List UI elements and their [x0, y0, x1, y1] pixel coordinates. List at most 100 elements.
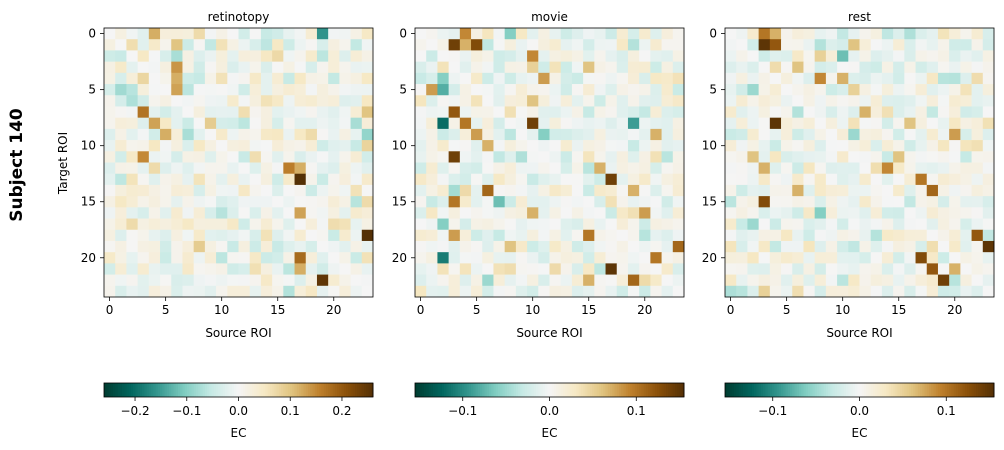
- colorbar-segment: [657, 383, 660, 397]
- heatmap-cell: [937, 140, 950, 152]
- heatmap-cell: [527, 196, 539, 208]
- heatmap-cell: [350, 117, 363, 130]
- heatmap-cell: [639, 117, 651, 130]
- heatmap-cell: [361, 229, 374, 242]
- heatmap-cell: [493, 84, 506, 96]
- heatmap-cell: [316, 61, 329, 74]
- heatmap-cell: [870, 50, 883, 63]
- heatmap-cell: [238, 218, 251, 231]
- heatmap-cell: [305, 140, 318, 152]
- heatmap-rest: [724, 27, 995, 298]
- heatmap-cell: [937, 196, 950, 208]
- heatmap-cell: [193, 274, 206, 287]
- heatmap-cell: [493, 39, 506, 51]
- heatmap-cell: [126, 207, 139, 219]
- heatmap-cell: [571, 218, 584, 231]
- heatmap-cell: [493, 117, 506, 130]
- heatmap-cell: [881, 106, 894, 119]
- heatmap-cell: [661, 50, 674, 63]
- heatmap-cell: [448, 61, 461, 74]
- colorbar-segment: [247, 383, 251, 397]
- heatmap-cell: [915, 196, 928, 208]
- heatmap-cell: [316, 50, 329, 63]
- heatmap-cell: [560, 229, 573, 242]
- heatmap-cell: [216, 151, 228, 163]
- heatmap-cell: [769, 218, 782, 231]
- heatmap-cell: [426, 28, 438, 40]
- heatmap-cell: [538, 252, 550, 264]
- colorbar-segment: [334, 383, 338, 397]
- heatmap-cell: [238, 61, 251, 74]
- colorbar-segment: [484, 383, 488, 397]
- heatmap-cell: [769, 274, 782, 287]
- heatmap-cell: [493, 72, 506, 85]
- heatmap-cell: [926, 173, 939, 186]
- heatmap-cell: [482, 285, 494, 298]
- heatmap-cell: [803, 151, 816, 163]
- colorbar-segment: [310, 383, 313, 397]
- heatmap-cell: [881, 184, 894, 197]
- heatmap-cell: [769, 184, 782, 197]
- heatmap-cell: [616, 162, 629, 175]
- heatmap-cell: [328, 285, 340, 298]
- heatmap-cell: [504, 263, 517, 275]
- colorbar-segment: [218, 383, 222, 397]
- colorbar-segment: [251, 383, 255, 397]
- heatmap-cell: [937, 128, 950, 141]
- heatmap-cell: [160, 128, 172, 141]
- heatmap-cell: [193, 140, 206, 152]
- heatmap-cell: [283, 162, 295, 175]
- heatmap-cell: [616, 252, 629, 264]
- heatmap-cell: [249, 229, 262, 242]
- heatmap-cell: [736, 140, 748, 152]
- heatmap-cell: [837, 128, 849, 141]
- colorbar-segment: [973, 383, 977, 397]
- heatmap-cell: [814, 274, 827, 287]
- heatmap-cell: [316, 229, 329, 242]
- heatmap-cell: [627, 106, 640, 119]
- y-tick-label: 20: [702, 251, 717, 265]
- colorbar-segment: [245, 383, 248, 397]
- colorbar-segment: [283, 383, 287, 397]
- heatmap-cell: [437, 196, 450, 208]
- heatmap-cell: [193, 240, 206, 253]
- heatmap-cell: [792, 39, 804, 51]
- heatmap-cell: [549, 173, 562, 186]
- colorbar-segment: [511, 383, 515, 397]
- heatmap-cell: [448, 95, 461, 107]
- heatmap-cell: [571, 274, 584, 287]
- colorbar-segment: [146, 383, 150, 397]
- colorbar-segment: [740, 383, 744, 397]
- heatmap-cell: [104, 184, 116, 197]
- colorbar-segment: [928, 383, 932, 397]
- heatmap-cell: [650, 151, 662, 163]
- heatmap-cell: [893, 196, 905, 208]
- heatmap-cell: [926, 240, 939, 253]
- heatmap-cell: [870, 173, 883, 186]
- heatmap-cell: [881, 173, 894, 186]
- colorbar-segment: [417, 383, 420, 397]
- heatmap-cell: [837, 285, 849, 298]
- heatmap-cell: [758, 207, 771, 219]
- heatmap-cell: [283, 252, 295, 264]
- heatmap-cell: [137, 196, 150, 208]
- heatmap-cell: [971, 162, 984, 175]
- heatmap-cell: [249, 184, 262, 197]
- heatmap-cell: [758, 28, 771, 40]
- heatmap-cell: [825, 218, 838, 231]
- heatmap-cell: [837, 95, 849, 107]
- colorbar-segment: [193, 383, 197, 397]
- heatmap-cell: [227, 229, 239, 242]
- colorbar-segment: [587, 383, 591, 397]
- heatmap-cell: [848, 218, 860, 231]
- colorbar-segment: [679, 383, 683, 397]
- heatmap-cell: [527, 106, 539, 119]
- heatmap-cell: [482, 128, 494, 141]
- heatmap-cell: [238, 196, 251, 208]
- heatmap-cell: [616, 151, 629, 163]
- heatmap-cell: [960, 252, 972, 264]
- heatmap-cell: [672, 229, 685, 242]
- heatmap-cell: [736, 252, 748, 264]
- heatmap-cell: [549, 274, 562, 287]
- colorbar-segment: [812, 383, 816, 397]
